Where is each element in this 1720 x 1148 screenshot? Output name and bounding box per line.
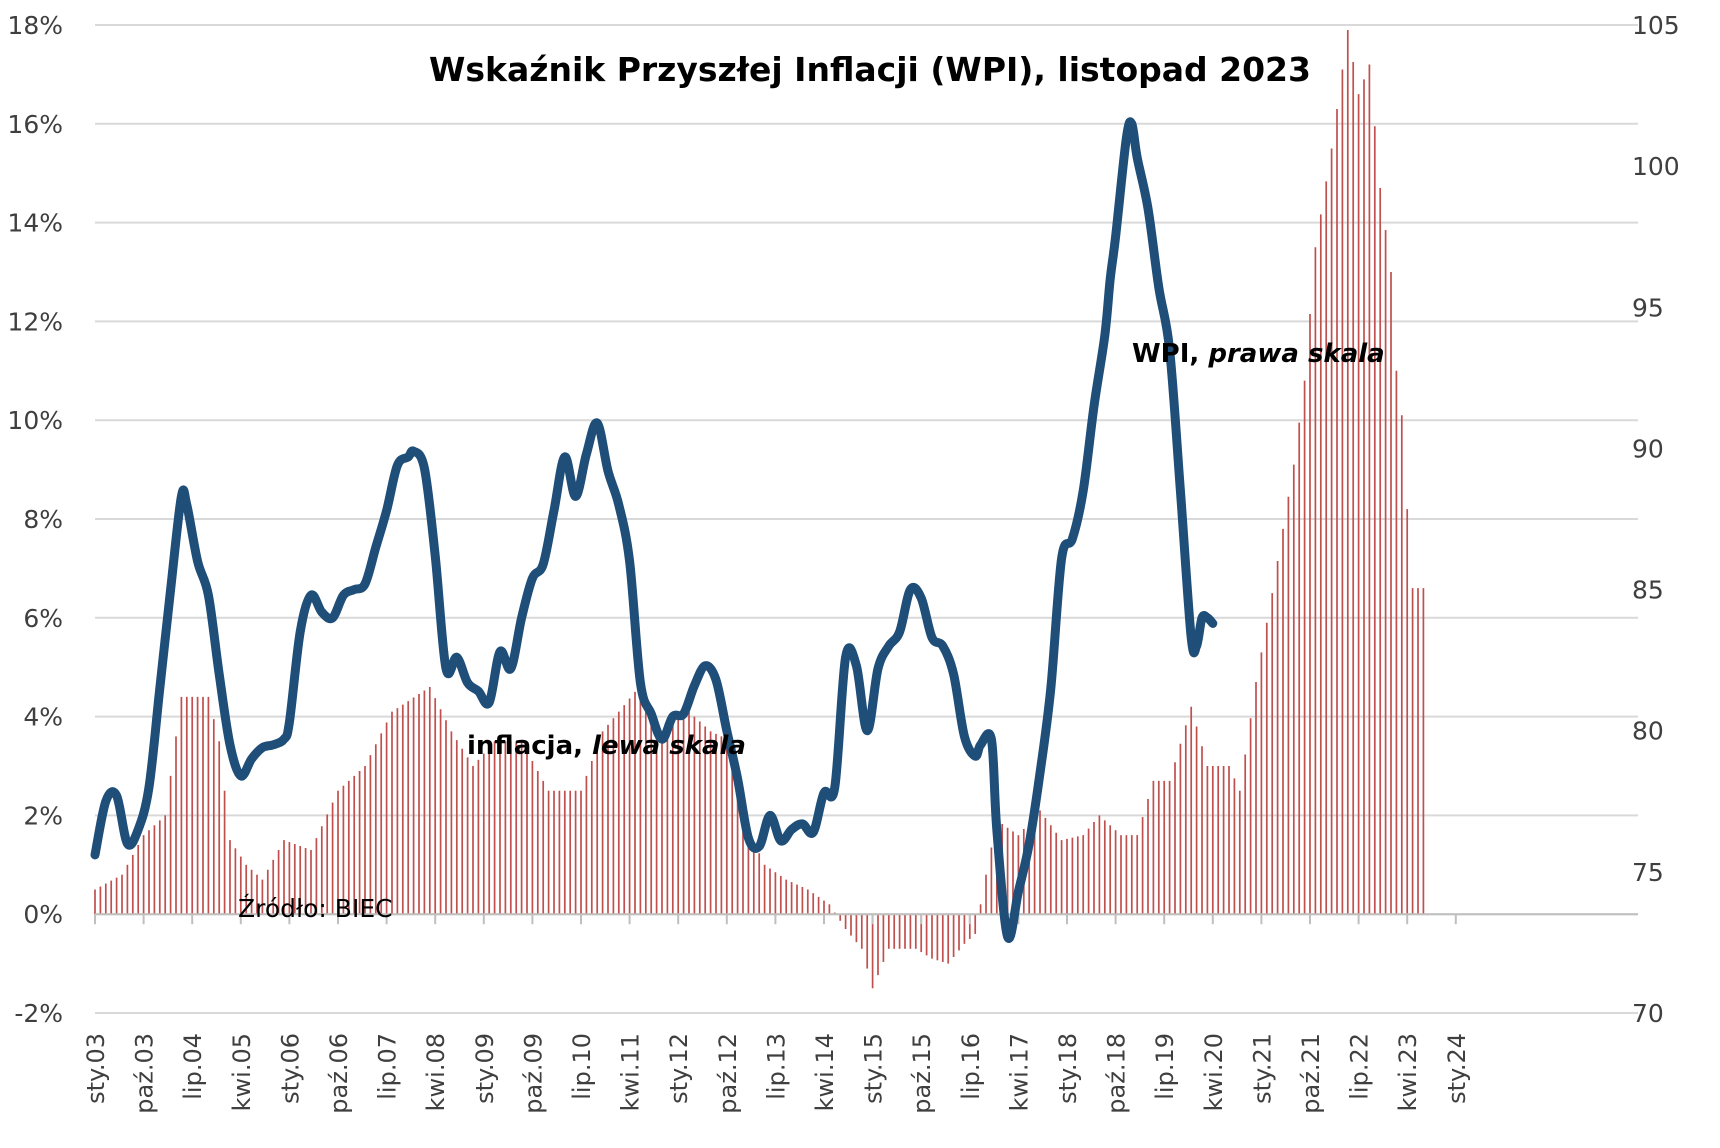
x-tick-label: kwi.20 [1200, 1033, 1228, 1111]
left-tick-label: -2% [14, 999, 63, 1028]
x-tick-label: lip.19 [1151, 1033, 1179, 1100]
x-tick-label: paź.21 [1297, 1033, 1325, 1114]
right-tick-label: 105 [1632, 11, 1680, 40]
left-tick-label: 10% [7, 406, 63, 435]
x-tick-label: sty.15 [860, 1033, 888, 1104]
left-tick-label: 0% [23, 900, 63, 929]
x-tick-label: paź.09 [519, 1033, 547, 1114]
right-tick-label: 75 [1632, 858, 1664, 887]
x-tick-label: lip.04 [179, 1033, 207, 1100]
x-tick-label: kwi.17 [1005, 1033, 1033, 1111]
x-tick-label: sty.03 [82, 1033, 110, 1104]
right-tick-label: 95 [1632, 293, 1664, 322]
right-axis: 70 75 80 85 90 95 100 105 [1632, 11, 1680, 1028]
right-tick-label: 90 [1632, 434, 1664, 463]
x-tick-label: sty.06 [276, 1033, 304, 1104]
right-tick-label: 85 [1632, 576, 1664, 605]
right-tick-label: 70 [1632, 999, 1664, 1028]
x-tick-label: paź.06 [325, 1033, 353, 1114]
x-tick-label: sty.24 [1443, 1033, 1471, 1104]
x-tick-label: lip.13 [762, 1033, 790, 1100]
x-tick-label: sty.09 [471, 1033, 499, 1104]
left-tick-label: 16% [7, 110, 63, 139]
x-tick-label: paź.12 [714, 1033, 742, 1114]
x-tick-label: paź.15 [908, 1033, 936, 1114]
chart-title: Wskaźnik Przyszłej Inflacji (WPI), listo… [429, 50, 1311, 89]
x-tick-label: lip.10 [568, 1033, 596, 1100]
right-tick-label: 80 [1632, 717, 1664, 746]
left-tick-label: 8% [23, 505, 63, 534]
x-tick-label: sty.18 [1054, 1033, 1082, 1104]
x-tick-label: paź.03 [131, 1033, 159, 1114]
left-axis: -2% 0% 2% 4% 6% 8% 10% 12% 14% 16% 18% [7, 11, 63, 1028]
left-tick-label: 4% [23, 703, 63, 732]
x-tick-label: kwi.05 [228, 1033, 256, 1111]
x-tick-label: kwi.14 [811, 1033, 839, 1111]
source-label: Źródło: BIEC [238, 894, 393, 923]
x-axis: sty.03 paź.03 lip.04 kwi.05 sty.06 paź.06 lip.… [82, 914, 1471, 1114]
left-tick-label: 6% [23, 604, 63, 633]
wpi-series-label: WPI, prawa skala [1132, 339, 1385, 369]
x-tick-label: paź.18 [1103, 1033, 1131, 1114]
x-tick-label: lip.07 [374, 1033, 402, 1100]
x-tick-label: sty.21 [1248, 1033, 1276, 1104]
x-tick-label: sty.12 [665, 1033, 693, 1104]
inflation-series-label: inflacja, lewa skala [467, 731, 746, 761]
x-tick-label: lip.16 [957, 1033, 985, 1100]
x-tick-label: kwi.11 [617, 1033, 645, 1111]
left-tick-label: 12% [7, 307, 63, 336]
left-tick-label: 2% [23, 801, 63, 830]
wpi-series-line [90, 117, 1218, 943]
x-tick-label: kwi.23 [1394, 1033, 1422, 1111]
left-tick-label: 14% [7, 209, 63, 238]
right-tick-label: 100 [1632, 152, 1680, 181]
x-tick-label: kwi.08 [422, 1033, 450, 1111]
inflation-bars [94, 29, 1425, 989]
x-tick-label: lip.22 [1346, 1033, 1374, 1100]
left-tick-label: 18% [7, 11, 63, 40]
